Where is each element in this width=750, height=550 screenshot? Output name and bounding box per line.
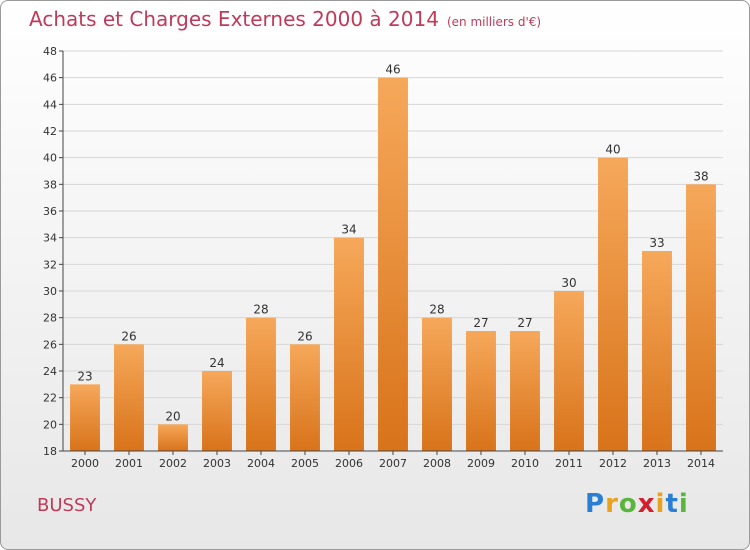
y-tick-label: 30 <box>43 285 57 298</box>
bar-2009 <box>466 331 496 451</box>
logo-letter: o <box>618 489 638 519</box>
y-tick-label: 28 <box>43 312 57 325</box>
y-tick-label: 48 <box>43 45 57 58</box>
x-tick-label: 2007 <box>379 457 407 470</box>
chart-subtitle: (en milliers d'€) <box>446 15 542 29</box>
y-tick-label: 22 <box>43 392 57 405</box>
data-label: 28 <box>253 303 268 317</box>
data-label: 23 <box>77 369 92 383</box>
y-tick-label: 18 <box>43 445 57 458</box>
logo-letter: P <box>585 489 606 519</box>
y-tick-label: 46 <box>43 72 57 85</box>
bar-2002 <box>158 424 188 451</box>
x-tick-label: 2010 <box>511 457 539 470</box>
bar-layer: 23 26 20 24 28 26 34 46 28 27 27 30 40 33 38 <box>70 63 716 452</box>
y-tick-label: 26 <box>43 338 57 351</box>
y-tick-label: 20 <box>43 418 57 431</box>
logo-letter: i <box>678 489 689 519</box>
data-label: 40 <box>605 143 620 157</box>
x-tick-label: 2006 <box>335 457 363 470</box>
data-label: 24 <box>209 356 224 370</box>
logo-letter: x <box>637 489 656 519</box>
bar-2003 <box>202 371 232 451</box>
x-tick-label: 2014 <box>687 457 715 470</box>
logo-letter: i <box>655 489 666 519</box>
y-tick-label: 36 <box>43 205 57 218</box>
logo-letter: t <box>665 489 679 519</box>
bar-2006 <box>334 237 364 451</box>
bar-2005 <box>290 344 320 451</box>
y-tick-label: 38 <box>43 178 57 191</box>
x-tick-label: 2009 <box>467 457 495 470</box>
data-label: 38 <box>693 169 708 183</box>
data-label: 26 <box>297 329 312 343</box>
x-tick-label: 2013 <box>643 457 671 470</box>
data-label: 26 <box>121 329 136 343</box>
bar-2004 <box>246 317 276 451</box>
bar-2000 <box>70 384 100 451</box>
y-tick-label: 24 <box>43 365 57 378</box>
title-text: Achats et Charges Externes 2000 à 2014 <box>29 7 439 31</box>
bar-2013 <box>642 251 672 451</box>
bar-2012 <box>598 157 628 451</box>
x-tick-label: 2003 <box>203 457 231 470</box>
chart-title: Achats et Charges Externes 2000 à 2014 (e… <box>29 7 541 31</box>
data-label: 34 <box>341 223 356 237</box>
data-label: 20 <box>165 409 180 423</box>
x-tick-label: 2000 <box>71 457 99 470</box>
bar-2014 <box>686 184 716 452</box>
x-tick-label: 2011 <box>555 457 583 470</box>
y-tick-label: 44 <box>43 98 57 111</box>
x-tick-label: 2005 <box>291 457 319 470</box>
bar-2011 <box>554 291 584 451</box>
data-label: 27 <box>473 316 488 330</box>
x-tick-label: 2008 <box>423 457 451 470</box>
y-tick-label: 34 <box>43 232 57 245</box>
bar-2007 <box>378 77 408 452</box>
data-label: 33 <box>649 236 664 250</box>
data-label: 28 <box>429 303 444 317</box>
data-label: 27 <box>517 316 532 330</box>
commune-name: BUSSY <box>37 495 97 516</box>
x-tick-label: 2012 <box>599 457 627 470</box>
axis-layer: 18 20 22 24 26 28 30 32 34 36 38 40 42 44 46 48 2000 2001… <box>43 45 723 470</box>
x-tick-label: 2002 <box>159 457 187 470</box>
y-tick-label: 42 <box>43 125 57 138</box>
y-tick-label: 32 <box>43 258 57 271</box>
data-label: 30 <box>561 276 576 290</box>
logo-letter: r <box>605 489 619 519</box>
bar-2010 <box>510 331 540 451</box>
x-tick-label: 2001 <box>115 457 143 470</box>
x-tick-label: 2004 <box>247 457 275 470</box>
bar-2008 <box>422 317 452 451</box>
data-label: 46 <box>385 63 400 77</box>
bar-2001 <box>114 344 144 451</box>
y-tick-label: 40 <box>43 152 57 165</box>
proxiti-logo: Proxiti <box>585 489 689 519</box>
